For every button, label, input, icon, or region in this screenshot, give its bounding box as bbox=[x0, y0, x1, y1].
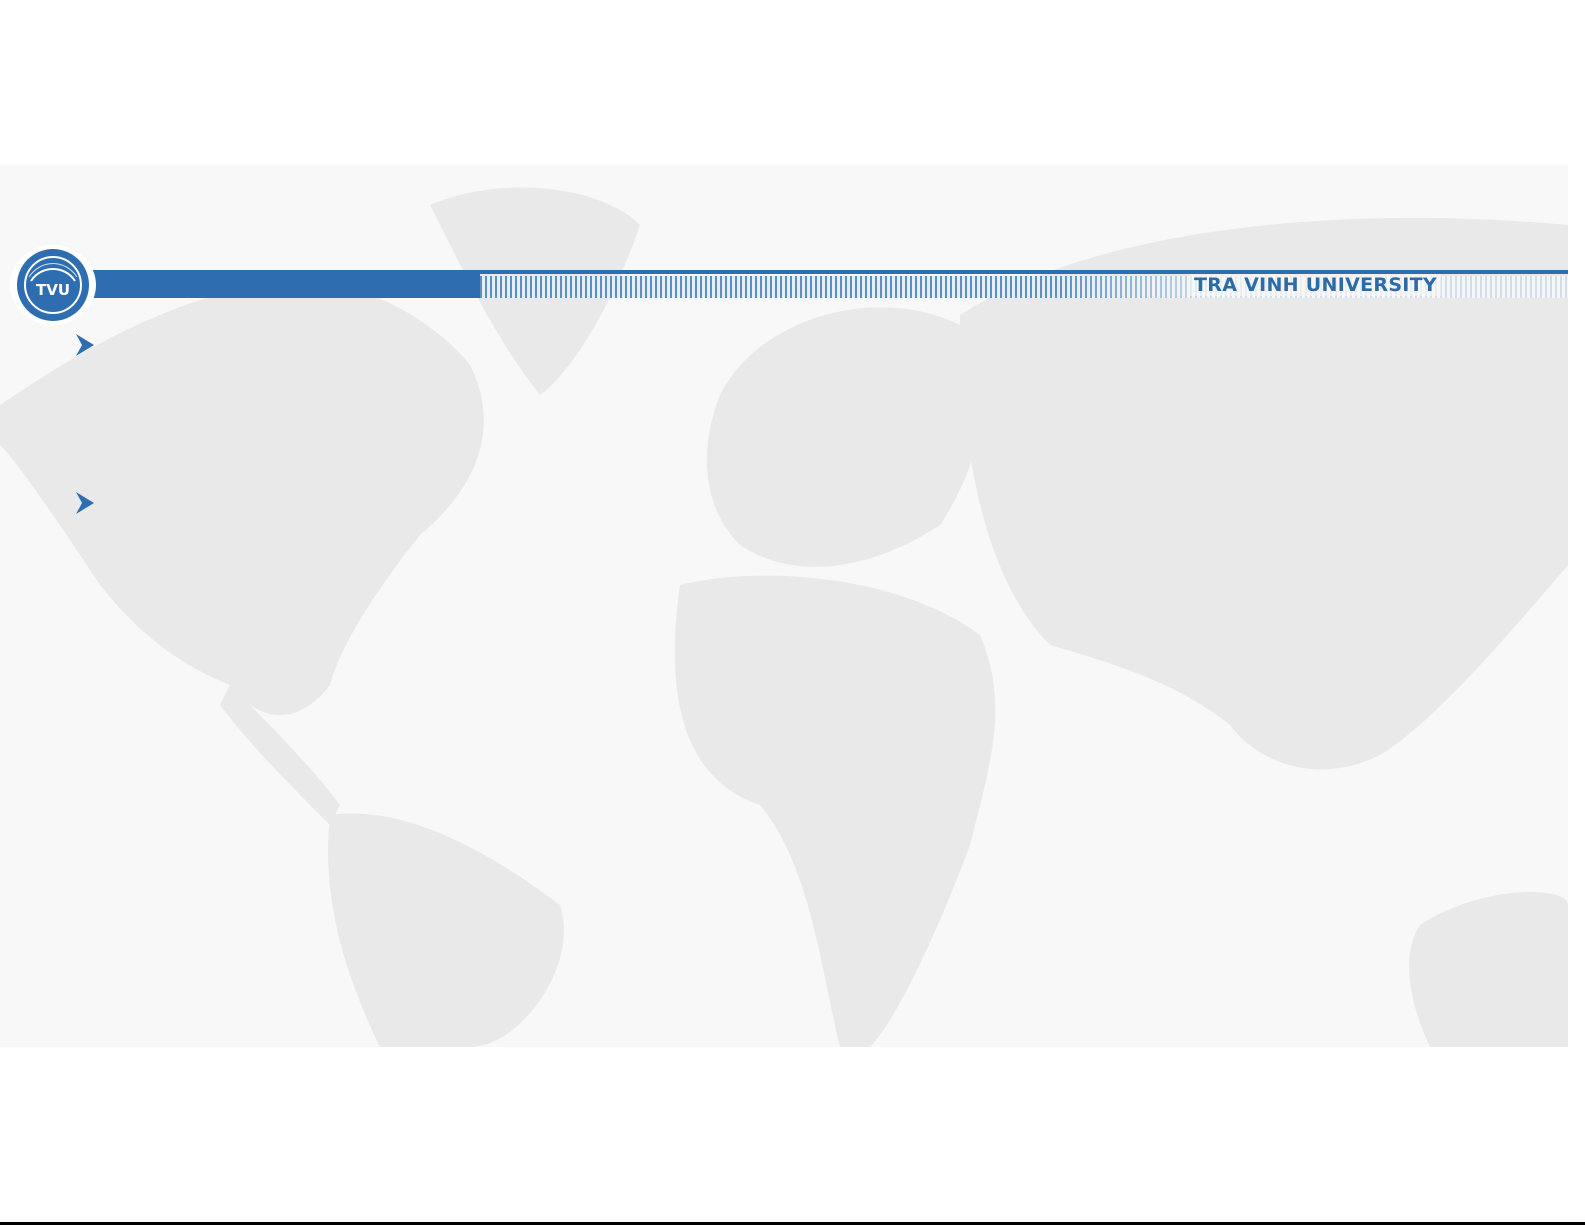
bottom-border bbox=[0, 1222, 1585, 1225]
slide: TRA VINH UNIVERSITY TVU bbox=[0, 165, 1568, 1047]
australia bbox=[1409, 891, 1568, 1047]
asia bbox=[960, 217, 1568, 770]
university-logo: TVU bbox=[10, 245, 96, 325]
svg-text:TVU: TVU bbox=[36, 281, 70, 299]
world-map-background bbox=[0, 187, 1568, 1047]
university-title: TRA VINH UNIVERSITY bbox=[1190, 274, 1441, 296]
south-america bbox=[328, 813, 564, 1047]
header-band-solid bbox=[60, 270, 480, 298]
europe bbox=[706, 307, 982, 567]
chevron-right-icon bbox=[76, 492, 94, 514]
central-america bbox=[220, 685, 340, 825]
tvu-seal-icon: TVU bbox=[17, 249, 89, 321]
north-america bbox=[0, 280, 484, 715]
header-band-line bbox=[480, 270, 1568, 274]
header-band: TRA VINH UNIVERSITY bbox=[60, 270, 1568, 298]
africa bbox=[674, 575, 996, 1047]
chevron-right-icon bbox=[76, 334, 94, 356]
